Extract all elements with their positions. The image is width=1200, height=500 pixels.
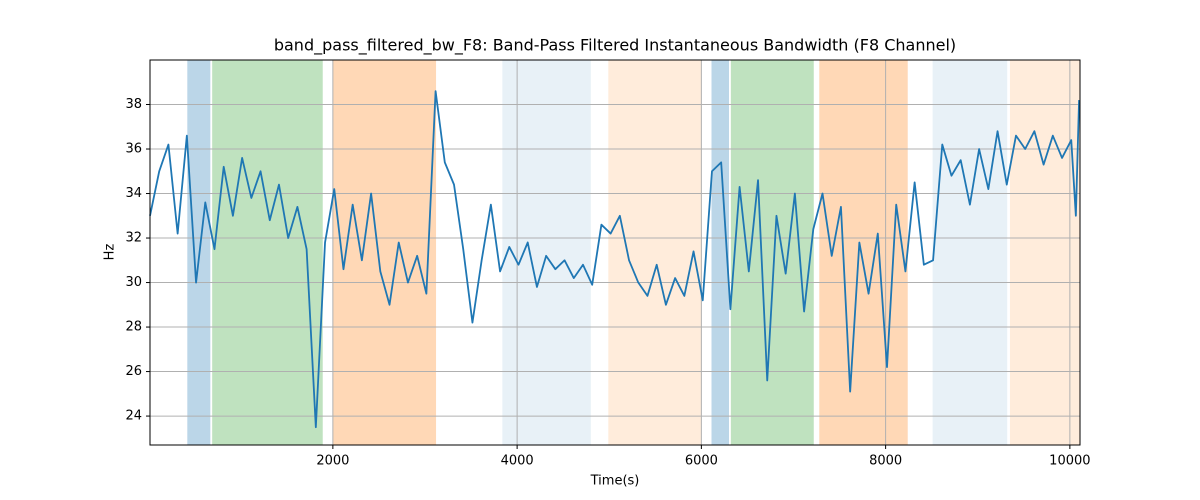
x-tick-label: 10000 [1049,454,1090,469]
y-tick-label: 24 [125,409,142,424]
x-tick-label: 6000 [685,454,718,469]
y-tick-label: 28 [125,320,142,335]
x-tick-label: 2000 [316,454,349,469]
plot-frame [149,59,1081,446]
y-tick-label: 26 [125,364,142,379]
shaded-span [1009,60,1080,445]
data-line [149,90,1080,429]
y-tick-label: 36 [125,142,142,157]
y-tick-label: 34 [125,186,142,201]
y-tick-label: 30 [125,275,142,290]
shaded-span [502,60,591,445]
shaded-span [932,60,1008,445]
y-tick-label: 38 [125,97,142,112]
x-tick-label: 4000 [501,454,534,469]
y-axis-label: Hz [103,244,118,261]
y-tick-label: 32 [125,231,142,246]
shaded-span [711,60,730,445]
shaded-span [730,60,814,445]
chart-title: band_pass_filtered_bw_F8: Band-Pass Filt… [274,36,956,56]
x-tick-label: 8000 [869,454,902,469]
x-axis-label: Time(s) [590,474,640,489]
shaded-span [608,60,702,445]
shaded-span [332,60,437,445]
shaded-span [212,60,323,445]
